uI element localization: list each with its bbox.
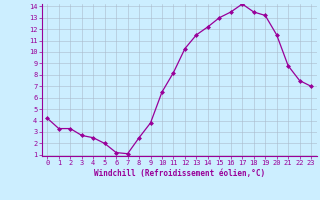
- X-axis label: Windchill (Refroidissement éolien,°C): Windchill (Refroidissement éolien,°C): [94, 169, 265, 178]
